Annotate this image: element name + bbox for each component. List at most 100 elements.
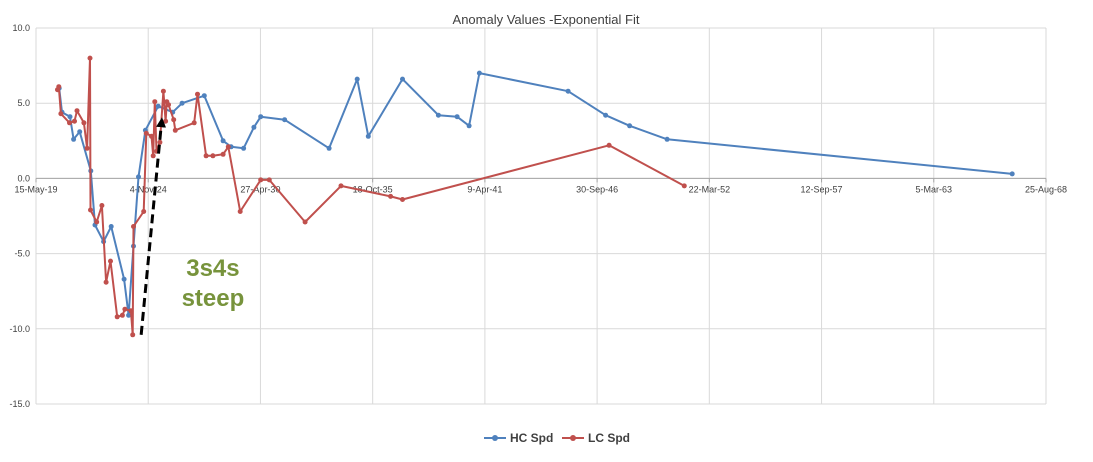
data-point	[121, 276, 127, 282]
data-point	[220, 138, 226, 144]
legend-item: LC Spd	[562, 431, 630, 445]
data-point	[203, 153, 209, 159]
y-tick-label: 10.0	[12, 23, 30, 33]
x-tick-label: 27-Apr-30	[240, 184, 280, 194]
data-point	[126, 312, 132, 318]
data-point	[94, 219, 100, 225]
data-point	[302, 219, 308, 225]
legend: HC Spd LC Spd	[484, 431, 630, 445]
data-point	[179, 100, 185, 106]
data-point	[114, 314, 120, 320]
series-hc-spd	[56, 70, 1015, 318]
data-point	[365, 133, 371, 139]
data-point	[99, 203, 105, 208]
x-tick-label: 15-May-19	[14, 184, 57, 194]
x-tick-label: 12-Sep-57	[801, 184, 843, 194]
series-lc-spd	[55, 55, 687, 338]
legend-item: HC Spd	[484, 431, 553, 445]
data-point	[388, 193, 394, 199]
annotation-text: steep	[182, 285, 245, 312]
data-point	[72, 118, 77, 124]
annotation-text: 3s4s	[186, 255, 239, 282]
data-point	[131, 224, 136, 229]
data-point	[122, 306, 128, 312]
x-tick-label: 22-Mar-52	[689, 184, 731, 194]
legend-label: LC Spd	[588, 431, 630, 445]
data-point	[400, 76, 405, 82]
data-point	[338, 183, 344, 189]
steep-arrow	[139, 117, 167, 335]
data-point	[664, 136, 670, 142]
data-point	[195, 91, 200, 97]
data-point	[166, 102, 171, 108]
data-point	[681, 183, 687, 189]
data-point	[84, 145, 90, 151]
data-point	[157, 139, 163, 145]
data-point	[251, 124, 257, 130]
data-point	[155, 103, 161, 109]
data-point	[400, 197, 405, 202]
chart-title: Anomaly Values -Exponential Fit	[453, 12, 640, 27]
data-point	[237, 209, 243, 214]
data-point	[172, 127, 178, 133]
annotations: 3s4s steep	[139, 117, 245, 335]
data-point	[150, 153, 156, 159]
data-point	[74, 108, 80, 114]
x-tick-label: 5-Mar-63	[916, 184, 953, 194]
data-point	[1009, 171, 1015, 177]
data-point	[128, 308, 134, 314]
data-point	[606, 142, 612, 148]
data-point	[454, 114, 460, 120]
axes: 10.0 5.0 0.0 -5.0 -10.0 -15.0 15-May-19 4-Nov-2…	[9, 23, 1067, 409]
data-point	[201, 93, 207, 99]
data-point	[565, 88, 571, 94]
data-point	[160, 88, 166, 94]
legend-label: HC Spd	[510, 431, 553, 445]
data-point	[141, 209, 147, 214]
y-tick-label: 0.0	[17, 173, 30, 183]
y-tick-label: -5.0	[14, 249, 30, 259]
x-tick-label: 9-Apr-41	[467, 184, 502, 194]
data-point	[326, 145, 332, 151]
data-point	[77, 129, 83, 135]
data-point	[130, 332, 136, 338]
y-tick-label: 5.0	[17, 98, 30, 108]
data-point	[266, 177, 272, 183]
x-tick-label: 4-Nov-24	[130, 184, 167, 194]
data-point	[210, 153, 216, 159]
data-point	[58, 111, 64, 117]
data-point	[108, 258, 113, 264]
data-point	[103, 279, 109, 285]
x-tick-label: 25-Aug-68	[1025, 184, 1067, 194]
x-tick-label: 30-Sep-46	[576, 184, 618, 194]
data-point	[435, 112, 441, 118]
data-point	[163, 118, 169, 124]
data-point	[71, 136, 77, 142]
data-point	[191, 120, 197, 126]
data-point	[119, 312, 125, 318]
data-point	[88, 207, 93, 213]
data-point	[171, 117, 177, 123]
legend-swatch-marker	[492, 435, 498, 441]
x-tick-label: 18-Oct-35	[353, 184, 393, 194]
data-point	[67, 114, 73, 120]
y-tick-label: -10.0	[9, 324, 30, 334]
data-point	[87, 55, 93, 61]
data-point	[81, 120, 87, 126]
data-point	[282, 117, 288, 123]
data-point	[354, 76, 360, 82]
y-tick-label: -15.0	[9, 399, 30, 409]
data-point	[152, 99, 158, 105]
data-point	[258, 177, 264, 183]
data-point	[627, 123, 633, 129]
series-line	[56, 57, 685, 336]
data-point	[603, 112, 609, 118]
data-point	[241, 145, 247, 151]
data-point	[466, 123, 472, 129]
data-point	[476, 70, 482, 76]
data-point	[149, 133, 154, 139]
data-point	[67, 120, 72, 126]
